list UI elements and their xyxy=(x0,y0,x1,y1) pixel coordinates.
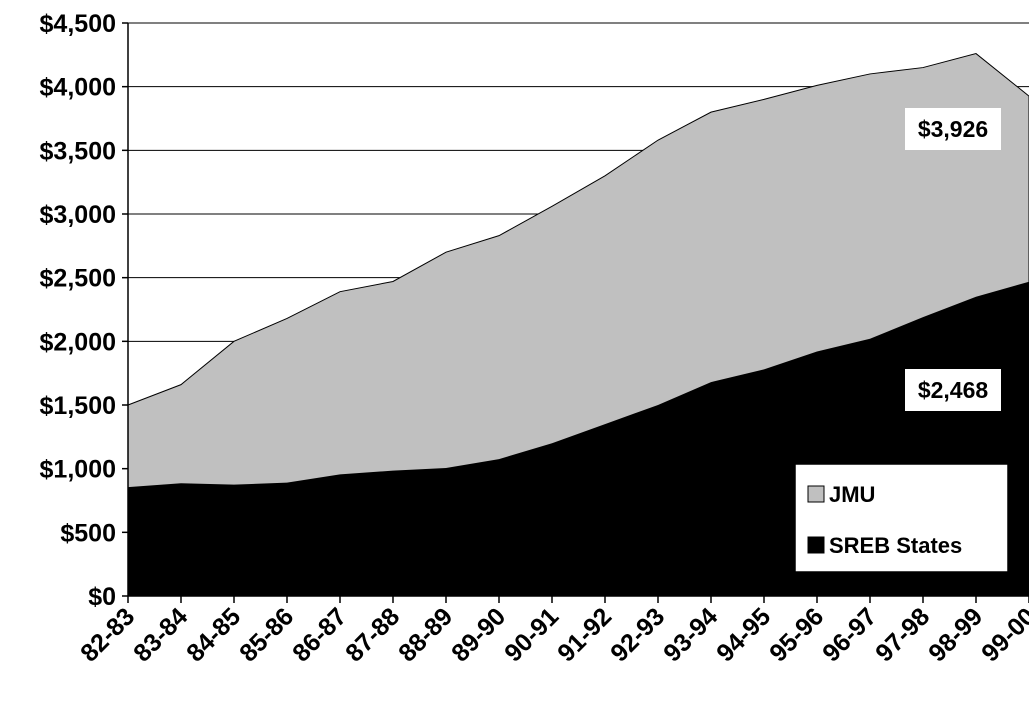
x-tick-label: 99-00 xyxy=(976,602,1029,667)
jmu-callout-box xyxy=(905,108,1001,150)
y-tick-label: $4,500 xyxy=(40,10,116,38)
legend-label-sreb: SREB States xyxy=(829,533,962,558)
x-tick-label: 95-96 xyxy=(764,602,829,667)
x-tick-label: 89-90 xyxy=(446,602,511,667)
x-tick-label: 82-83 xyxy=(75,602,140,667)
jmu-callout-label: $3,926 xyxy=(918,116,988,142)
x-tick-label: 84-85 xyxy=(181,602,246,667)
x-tick-label: 93-94 xyxy=(658,602,723,667)
y-tick-label: $1,000 xyxy=(40,456,116,484)
legend-label-jmu: JMU xyxy=(829,482,875,507)
y-tick-label: $2,000 xyxy=(40,328,116,356)
y-tick-label: $1,500 xyxy=(40,392,116,420)
x-tick-label: 90-91 xyxy=(499,602,564,667)
x-tick-label: 86-87 xyxy=(287,602,352,667)
x-tick-label: 87-88 xyxy=(340,602,405,667)
x-tick-label: 97-98 xyxy=(870,602,935,667)
legend-swatch-sreb xyxy=(807,536,825,554)
legend-box xyxy=(794,463,1009,573)
jmu-value-callout: $3,926 xyxy=(905,108,1001,150)
legend: JMU SREB States xyxy=(794,463,1009,573)
y-tick-label: $2,500 xyxy=(40,265,116,293)
x-tick-label: 83-84 xyxy=(128,602,193,667)
y-tick-labels: $0 $500 $1,000 $1,500 $2,000 $2,500 $3,000 $3,5… xyxy=(40,10,116,611)
y-tick-label: $3,500 xyxy=(40,137,116,165)
y-tick-label: $500 xyxy=(60,519,116,547)
y-tick-label: $4,000 xyxy=(40,74,116,102)
x-tick-label: 91-92 xyxy=(552,602,617,667)
x-tick-label: 96-97 xyxy=(817,602,882,667)
x-tick-label: 88-89 xyxy=(393,602,458,667)
x-tick-label: 98-99 xyxy=(923,602,988,667)
sreb-value-callout: $2,468 xyxy=(905,369,1001,411)
sreb-callout-label: $2,468 xyxy=(918,377,989,403)
x-tick-labels: 82-8383-8484-8585-8686-8787-8888-8989-90… xyxy=(75,602,1029,667)
x-tick-label: 94-95 xyxy=(711,602,776,667)
y-tick-label: $0 xyxy=(88,583,116,611)
axes xyxy=(122,22,1029,603)
x-tick-label: 85-86 xyxy=(234,602,299,667)
legend-swatch-jmu xyxy=(807,485,825,503)
x-tick-label: 92-93 xyxy=(605,602,670,667)
y-tick-label: $3,000 xyxy=(40,201,116,229)
sreb-callout-box xyxy=(905,369,1001,411)
